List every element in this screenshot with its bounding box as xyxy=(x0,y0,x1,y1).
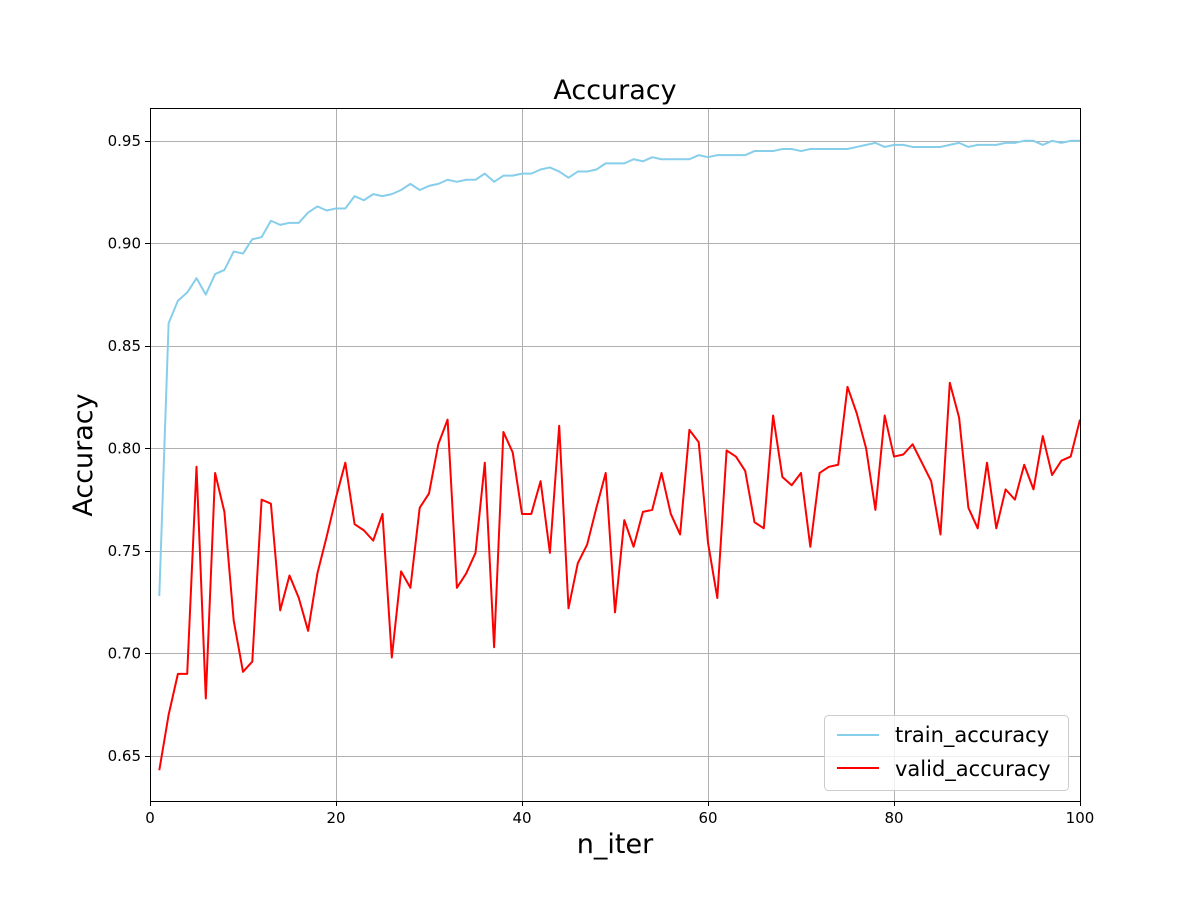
x-tick-label: 0 xyxy=(145,809,155,827)
x-axis-title: n_iter xyxy=(577,829,654,860)
series-line-train xyxy=(158,139,1080,597)
x-tick-label: 80 xyxy=(884,809,903,827)
legend-box xyxy=(824,715,1069,791)
x-tick-label: 40 xyxy=(512,809,531,827)
legend-label-valid: valid_accuracy xyxy=(895,757,1051,782)
y-tick-label: 0.95 xyxy=(108,132,141,150)
series-line-valid xyxy=(158,381,1081,771)
legend-label-train: train_accuracy xyxy=(895,723,1049,748)
x-tick-label: 60 xyxy=(698,809,717,827)
y-axis-title: Accuracy xyxy=(68,393,99,516)
y-tick-label: 0.70 xyxy=(108,644,141,662)
y-tick-label: 0.85 xyxy=(108,337,141,355)
y-tick-label: 0.90 xyxy=(108,234,141,252)
y-tick-label: 0.65 xyxy=(108,747,141,765)
x-tick-label: 100 xyxy=(1066,809,1095,827)
x-tick-label: 20 xyxy=(326,809,345,827)
chart-title: Accuracy xyxy=(553,75,676,106)
legend: train_accuracy valid_accuracy xyxy=(824,715,1069,791)
grid xyxy=(150,108,1081,801)
y-tick-label: 0.75 xyxy=(108,542,141,560)
plot-frame xyxy=(150,108,1081,802)
axis-ticks: 0 20 40 60 80 100 0.65 0.70 0.75 0.80 0.85 0.90 0.95 xyxy=(108,132,1095,827)
series-lines xyxy=(158,139,1081,771)
y-tick-label: 0.80 xyxy=(108,439,141,457)
